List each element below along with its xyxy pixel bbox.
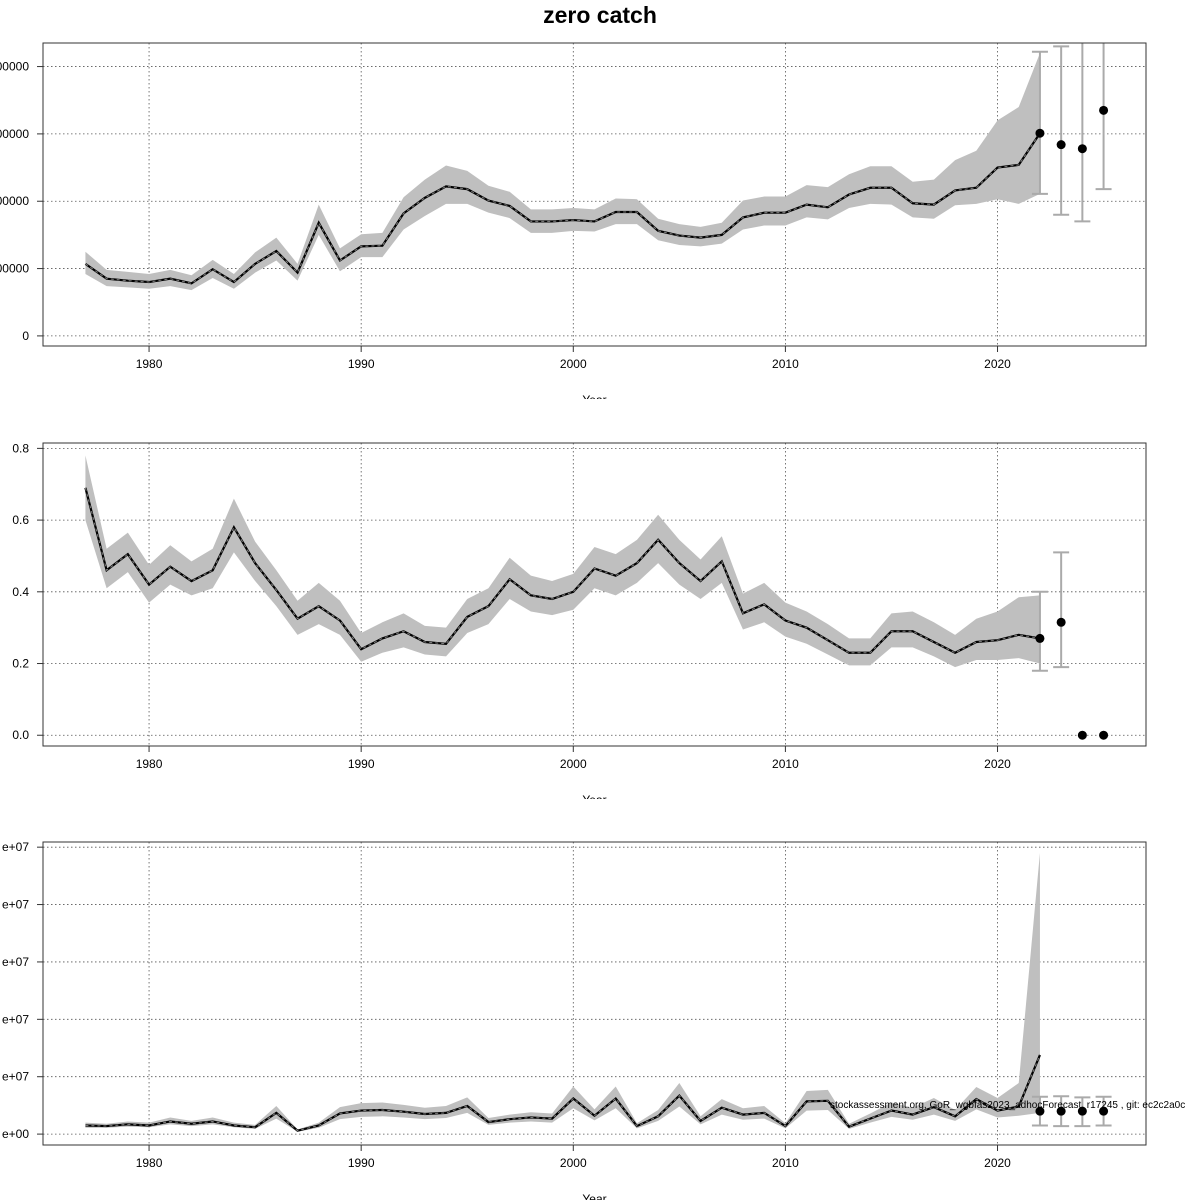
y-tick-label: e+00 bbox=[2, 1127, 29, 1141]
x-tick-label: 2020 bbox=[984, 357, 1011, 371]
x-tick-label: 2000 bbox=[560, 1156, 587, 1170]
x-tick-label: 2020 bbox=[984, 1156, 1011, 1170]
y-tick-label: 0.8 bbox=[12, 441, 29, 455]
plot-frame bbox=[42, 42, 1147, 347]
x-tick-label: 1990 bbox=[348, 757, 375, 771]
x-tick-label: 2010 bbox=[772, 1156, 799, 1170]
watermark-text: stockassessment.org, GoR_wgbfas2023_adho… bbox=[830, 1100, 1185, 1111]
y-tick-label: 0.4 bbox=[12, 585, 29, 599]
forecast-point bbox=[1056, 617, 1066, 627]
forecast-point bbox=[1035, 633, 1045, 643]
confidence-band bbox=[85, 53, 1040, 291]
x-tick-label: 1980 bbox=[136, 357, 163, 371]
x-tick-label: 2010 bbox=[772, 357, 799, 371]
bottom-panel: 1980 1990 2000 2010 2020 e+00 e+07 e+07 e+07 e+07… bbox=[2, 840, 1147, 1200]
y-tick-label: 0.2 bbox=[12, 657, 29, 671]
panel-gap-mask bbox=[0, 399, 1200, 439]
x-tick-label: 1980 bbox=[136, 757, 163, 771]
estimate-line-dashed bbox=[84, 487, 1041, 654]
plot-frame bbox=[42, 841, 1147, 1146]
forecast-point bbox=[1035, 128, 1045, 138]
estimate-line bbox=[85, 1054, 1041, 1132]
forecast-point bbox=[1077, 730, 1087, 740]
x-axis-label: Year bbox=[582, 1192, 606, 1200]
estimate-line-dashed bbox=[85, 1054, 1041, 1132]
forecast-point bbox=[1035, 1106, 1045, 1116]
plot-frame bbox=[42, 442, 1147, 747]
confidence-band bbox=[85, 455, 1040, 668]
y-tick-label: e+07 bbox=[2, 955, 29, 969]
x-tick-label: 2010 bbox=[772, 757, 799, 771]
y-tick-label: e+07 bbox=[2, 1070, 29, 1084]
forecast-point bbox=[1099, 105, 1109, 115]
panel-gap-mask bbox=[0, 799, 1200, 839]
forecast-point bbox=[1077, 1106, 1087, 1116]
chart-title: zero catch bbox=[543, 2, 657, 28]
y-tick-label: 0.0 bbox=[12, 728, 29, 742]
x-tick-label: 2020 bbox=[984, 757, 1011, 771]
y-tick-label: e+07 bbox=[2, 898, 29, 912]
forecast-point bbox=[1099, 730, 1109, 740]
x-tick-label: 1990 bbox=[348, 357, 375, 371]
estimate-line-dashed bbox=[85, 132, 1041, 284]
x-tick-label: 2000 bbox=[560, 357, 587, 371]
forecast-point bbox=[1056, 140, 1066, 150]
x-tick-label: 1990 bbox=[348, 1156, 375, 1170]
confidence-band bbox=[85, 852, 1040, 1132]
y-tick-label: e+07 bbox=[2, 1012, 29, 1026]
forecast-point bbox=[1099, 1106, 1109, 1116]
y-tick-label: e+07 bbox=[2, 840, 29, 854]
x-tick-label: 2000 bbox=[560, 757, 587, 771]
y-tick-label: 0 bbox=[22, 329, 29, 343]
top-panel: 1980199020002010202000000000000000000000… bbox=[0, 42, 1200, 439]
y-tick-label: 0.6 bbox=[12, 513, 29, 527]
estimate-line bbox=[84, 132, 1041, 285]
x-tick-label: 1980 bbox=[136, 1156, 163, 1170]
forecast-point bbox=[1056, 1106, 1066, 1116]
forecast-point bbox=[1077, 144, 1087, 154]
